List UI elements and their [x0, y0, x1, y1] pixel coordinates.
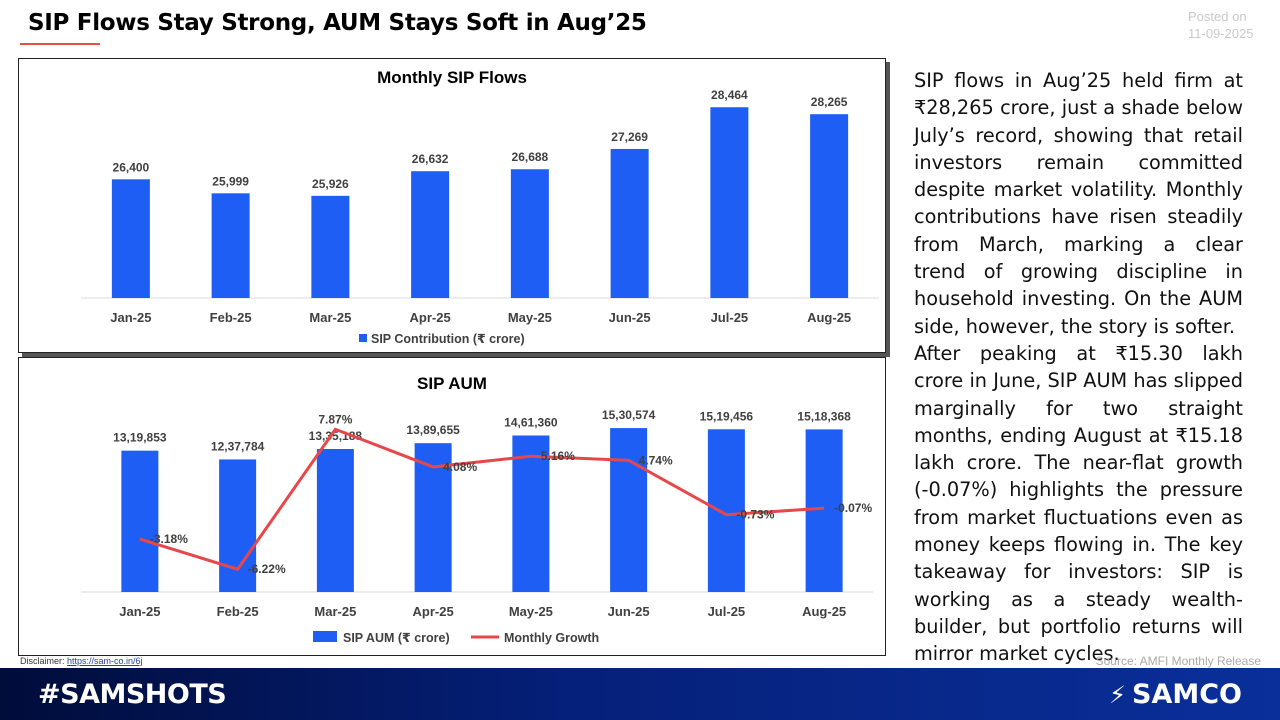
- legend-label-growth: Monthly Growth: [504, 631, 599, 645]
- sip-aum-chart-panel: SIP AUM 13,19,853 Jan-25 12,37,784 Feb-25 13,…: [18, 357, 886, 656]
- data-label: 26,688: [512, 150, 549, 164]
- data-label: 26,400: [113, 160, 150, 174]
- disclaimer: Disclaimer: https://sam-co.in/6j: [20, 656, 143, 666]
- legend-swatch-aum: [313, 631, 337, 642]
- samco-logo-icon: ⚡: [1109, 680, 1127, 709]
- bar: [121, 450, 159, 592]
- x-tick-label: Aug-25: [802, 604, 846, 619]
- data-label: 13,19,853: [113, 431, 167, 445]
- growth-label: -0.73%: [736, 508, 774, 522]
- x-tick-label: Apr-25: [410, 310, 451, 325]
- data-label: 28,265: [811, 95, 848, 109]
- x-tick-label: Aug-25: [807, 310, 851, 325]
- bar: [610, 148, 649, 298]
- bar: [512, 435, 550, 592]
- bar: [710, 107, 749, 298]
- data-label: 13,35,188: [309, 429, 363, 443]
- x-tick-label: Jun-25: [608, 604, 650, 619]
- sip-flows-chart-panel: Monthly SIP Flows 26,400 Jan-25 25,999 Feb-2…: [18, 58, 886, 353]
- data-label: 27,269: [611, 130, 648, 144]
- bar: [111, 179, 150, 298]
- x-tick-label: Jan-25: [119, 604, 160, 619]
- x-tick-label: Apr-25: [413, 604, 454, 619]
- x-tick-label: Jun-25: [609, 310, 651, 325]
- chart-title: Monthly SIP Flows: [377, 68, 527, 87]
- growth-label: -3.18%: [150, 532, 188, 546]
- sip-flows-chart: Monthly SIP Flows 26,400 Jan-25 25,999 Feb-2…: [81, 68, 879, 346]
- commentary-paragraph-2: After peaking at ₹15.30 lakh crore in Ju…: [914, 341, 1243, 666]
- data-label: 25,999: [212, 174, 249, 188]
- data-label: 12,37,784: [211, 439, 265, 453]
- data-label: 14,61,360: [504, 415, 558, 429]
- bar: [316, 449, 354, 592]
- data-label: 28,464: [711, 88, 748, 102]
- bar: [411, 171, 450, 298]
- bar: [805, 429, 843, 592]
- sip-aum-chart: SIP AUM 13,19,853 Jan-25 12,37,784 Feb-25 13,…: [81, 374, 873, 645]
- bar: [610, 428, 648, 592]
- growth-label: -0.07%: [834, 501, 872, 515]
- x-tick-label: Feb-25: [217, 604, 259, 619]
- data-label: 25,926: [312, 177, 349, 191]
- growth-label: 5.16%: [541, 449, 575, 463]
- data-label: 15,19,456: [700, 409, 754, 423]
- bar: [510, 169, 549, 298]
- page-title: SIP Flows Stay Strong, AUM Stays Soft in…: [28, 10, 647, 36]
- hashtag: #SAMSHOTS: [38, 679, 227, 710]
- x-tick-label: Jan-25: [110, 310, 151, 325]
- commentary: SIP flows in Aug’25 held firm at ₹28,265…: [914, 67, 1243, 668]
- x-tick-label: May-25: [509, 604, 553, 619]
- samco-logo-text: SAMCO: [1132, 679, 1242, 710]
- bar: [211, 193, 250, 298]
- legend-label-aum: SIP AUM (₹ crore): [343, 631, 450, 645]
- bar: [311, 195, 350, 298]
- x-tick-label: Mar-25: [309, 310, 351, 325]
- growth-label: -6.22%: [248, 562, 286, 576]
- bar: [810, 114, 849, 298]
- commentary-paragraph-1: SIP flows in Aug’25 held firm at ₹28,265…: [914, 69, 1243, 338]
- posted-info: Posted on 11-09-2025: [1188, 8, 1260, 42]
- title-underline: [20, 43, 100, 45]
- x-tick-label: Jul-25: [711, 310, 749, 325]
- data-label: 26,632: [412, 152, 449, 166]
- samco-logo: ⚡ SAMCO: [1109, 679, 1242, 710]
- data-label: 13,89,655: [406, 423, 460, 437]
- posted-label: Posted on: [1188, 9, 1247, 24]
- growth-label: 4.08%: [443, 460, 477, 474]
- posted-date: 11-09-2025: [1188, 26, 1254, 41]
- chart-title: SIP AUM: [417, 374, 487, 393]
- data-label: 15,18,368: [797, 409, 851, 423]
- legend-label: SIP Contribution (₹ crore): [371, 332, 525, 346]
- data-label: 15,30,574: [602, 408, 656, 422]
- disclaimer-link[interactable]: https://sam-co.in/6j: [67, 656, 143, 666]
- bar: [707, 429, 745, 592]
- growth-line: [139, 427, 825, 571]
- x-tick-label: Mar-25: [314, 604, 356, 619]
- source-note: Source: AMFI Monthly Release: [1095, 654, 1261, 668]
- growth-label: 7.87%: [318, 412, 352, 426]
- footer-bar: #SAMSHOTS ⚡ SAMCO: [0, 668, 1280, 720]
- legend-swatch: [359, 334, 367, 342]
- x-tick-label: Jul-25: [708, 604, 746, 619]
- x-tick-label: Feb-25: [210, 310, 252, 325]
- x-tick-label: May-25: [508, 310, 552, 325]
- growth-label: 4.74%: [639, 453, 673, 467]
- disclaimer-label: Disclaimer:: [20, 656, 65, 666]
